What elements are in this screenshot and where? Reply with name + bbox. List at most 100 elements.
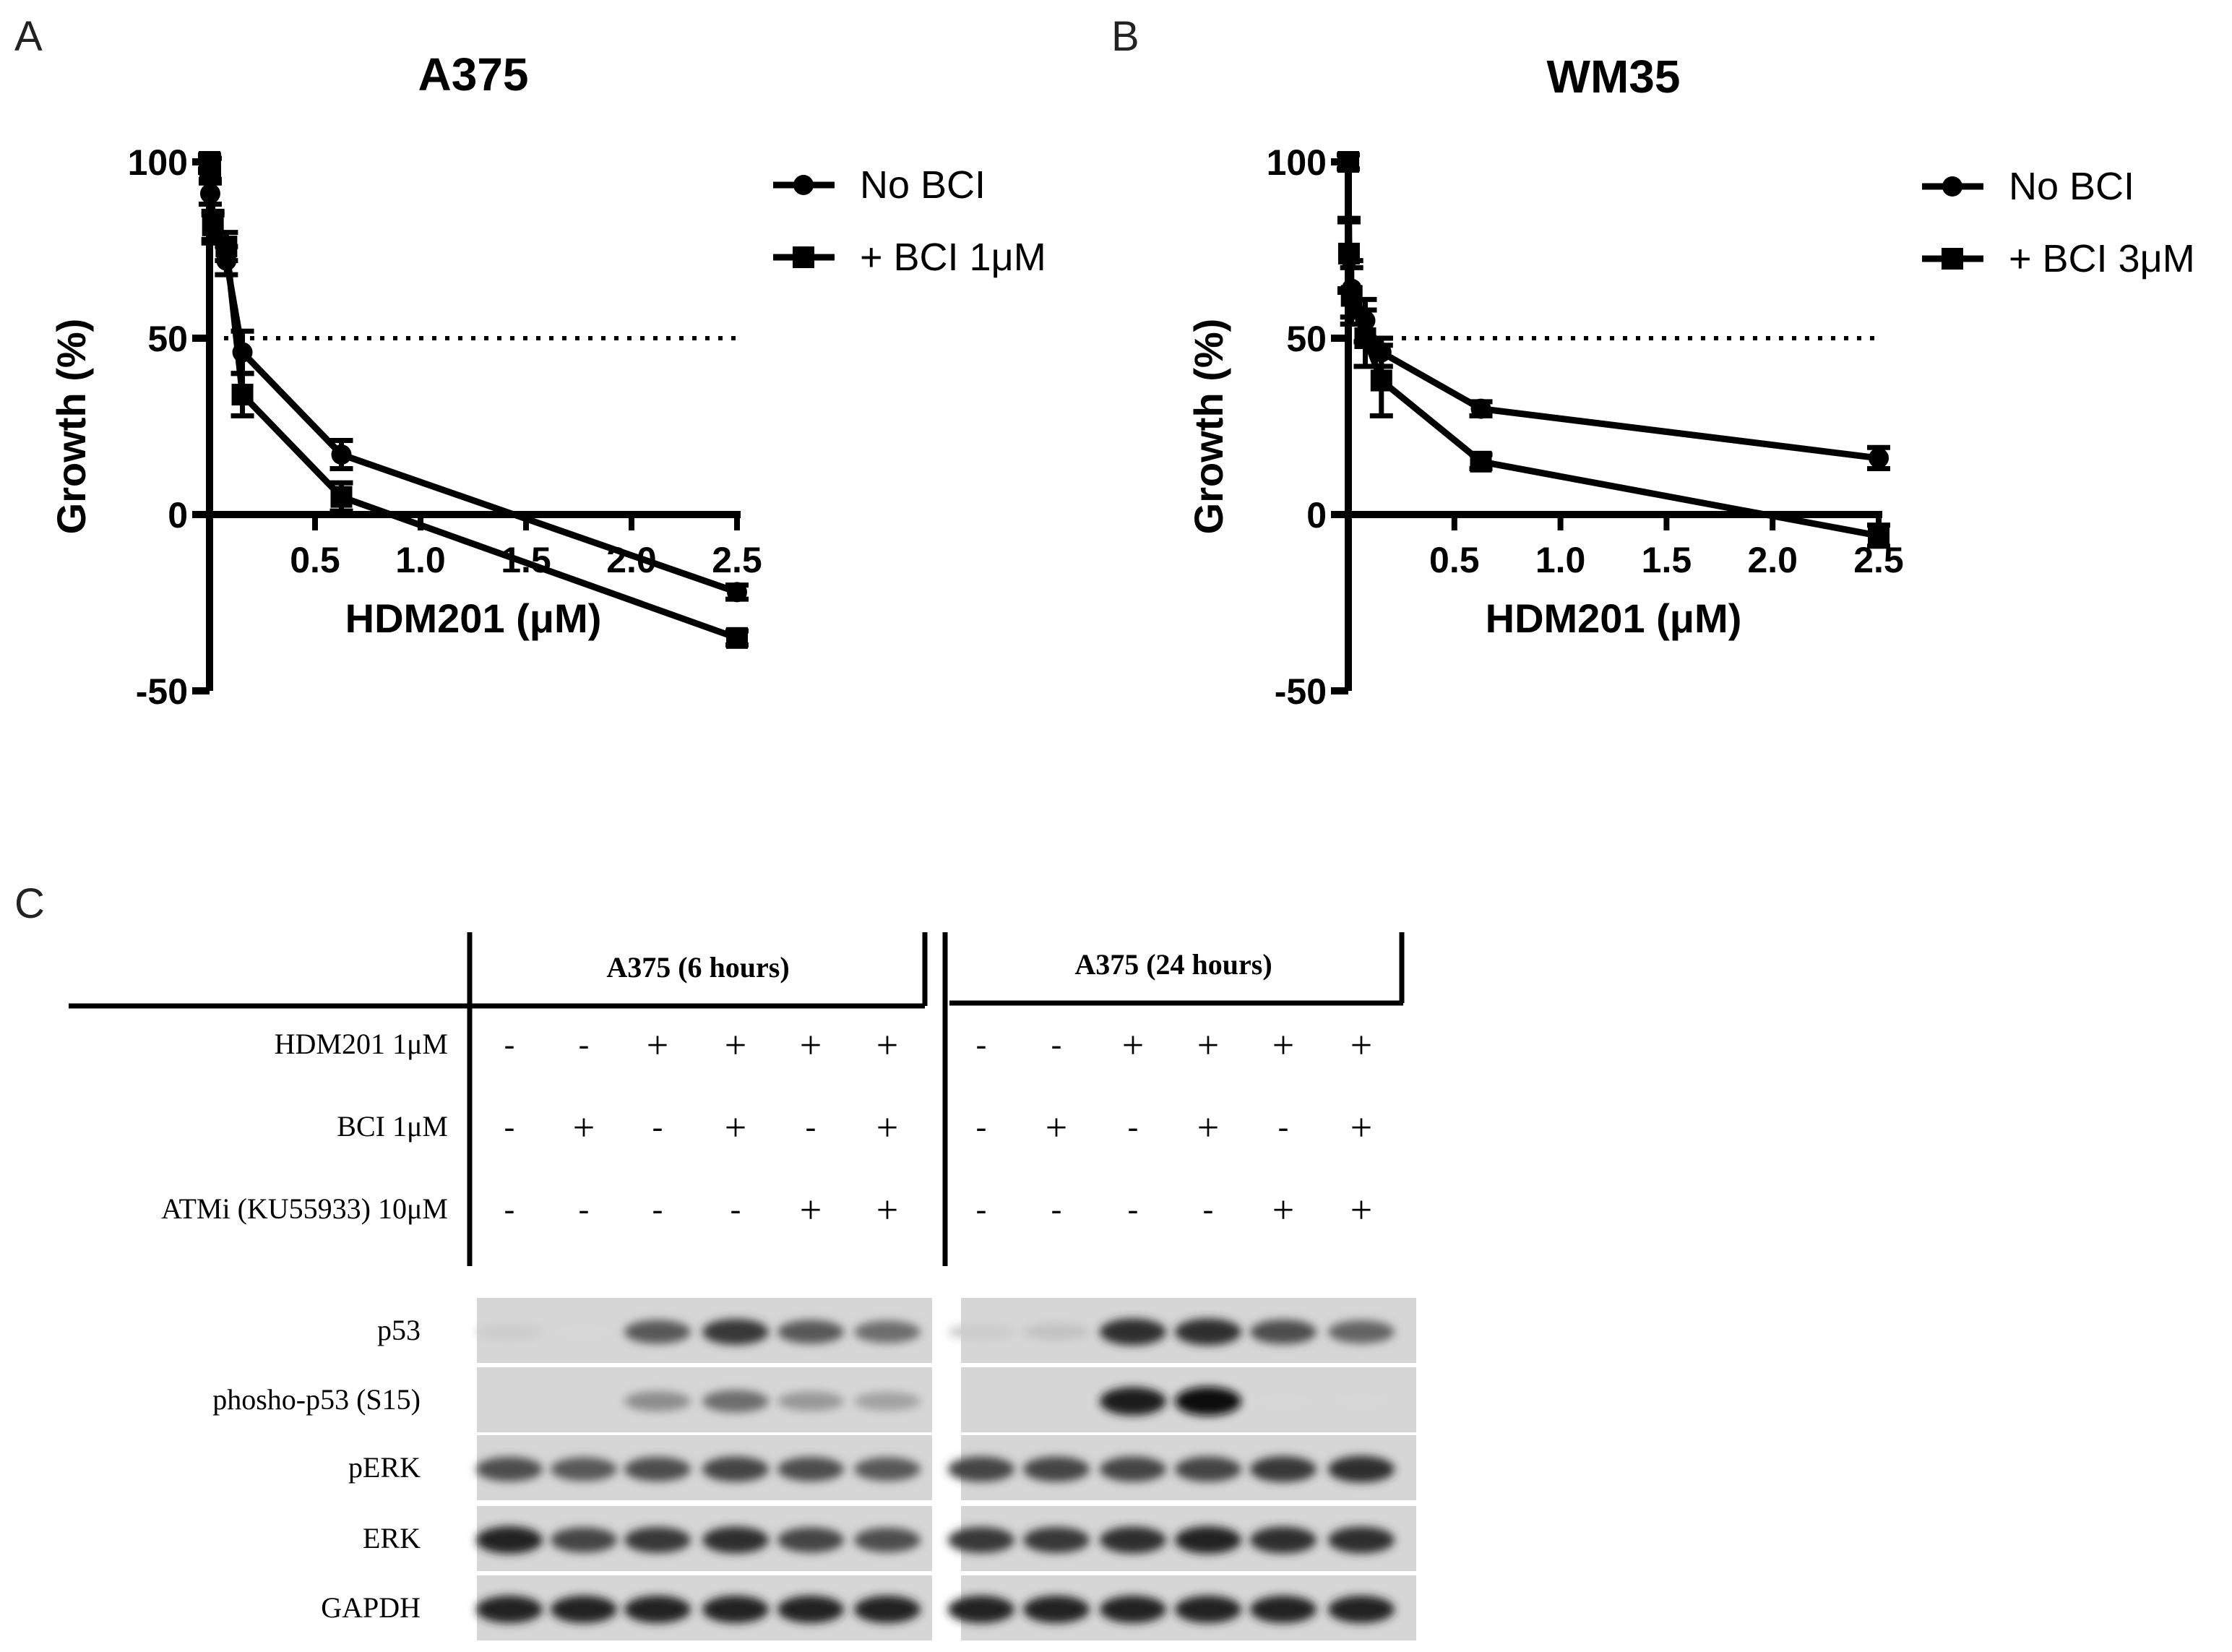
data-point bbox=[1869, 447, 1889, 468]
x-tick-label: 1.5 bbox=[1642, 540, 1692, 580]
blot-band bbox=[854, 1457, 921, 1481]
blot-band bbox=[1175, 1318, 1241, 1346]
blot-band bbox=[1023, 1323, 1090, 1341]
blot-band bbox=[702, 1319, 769, 1345]
y-tick-label: 0 bbox=[1306, 495, 1327, 535]
x-tick-label: 2.5 bbox=[712, 540, 762, 580]
series-line bbox=[1345, 161, 1879, 462]
blot-band bbox=[624, 1391, 691, 1411]
blot-band bbox=[1328, 1320, 1395, 1343]
condition-value: - bbox=[1278, 1109, 1289, 1145]
blot-band bbox=[624, 1527, 691, 1553]
blot-band bbox=[1100, 1456, 1166, 1482]
x-tick-label: 0.5 bbox=[1429, 540, 1480, 580]
blot-band bbox=[854, 1596, 921, 1623]
blot-band bbox=[777, 1320, 844, 1344]
condition-value: + bbox=[1046, 1106, 1067, 1149]
data-point bbox=[1337, 242, 1360, 264]
blot-band bbox=[702, 1526, 769, 1554]
blot-band bbox=[476, 1526, 543, 1554]
legend-marker bbox=[793, 246, 814, 268]
blot-band bbox=[624, 1320, 691, 1344]
condition-value: - bbox=[1203, 1192, 1214, 1227]
data-point bbox=[1470, 450, 1492, 473]
blot-row-label: p53 bbox=[377, 1314, 421, 1346]
data-point bbox=[1337, 151, 1359, 173]
data-point bbox=[1868, 525, 1890, 547]
blot-band bbox=[948, 1527, 1014, 1553]
data-point bbox=[1340, 285, 1363, 307]
y-tick-label: 100 bbox=[128, 142, 188, 183]
condition-value: - bbox=[806, 1109, 816, 1145]
blot-band bbox=[476, 1324, 543, 1340]
condition-value: + bbox=[1197, 1106, 1219, 1149]
blot-band bbox=[1250, 1596, 1317, 1623]
blot-band bbox=[948, 1596, 1014, 1623]
condition-value: + bbox=[1350, 1106, 1372, 1149]
y-axis-label: Growth (%) bbox=[48, 319, 94, 535]
blot-row-label: GAPDH bbox=[321, 1591, 421, 1624]
blot-band bbox=[624, 1596, 691, 1623]
data-point bbox=[199, 158, 221, 180]
blot-row-label: pERK bbox=[348, 1451, 421, 1484]
blot-band bbox=[1328, 1526, 1395, 1554]
blot-band bbox=[476, 1596, 543, 1623]
blot-band bbox=[551, 1527, 617, 1553]
blot-band bbox=[551, 1457, 617, 1481]
blot-band bbox=[702, 1456, 769, 1482]
condition-value: + bbox=[1272, 1023, 1294, 1067]
legend-marker bbox=[793, 175, 814, 195]
condition-value: - bbox=[1051, 1027, 1062, 1062]
condition-label: ATMi (KU55933) 10μM bbox=[161, 1192, 448, 1225]
blot-row-label: phosho-p53 (S15) bbox=[212, 1383, 421, 1416]
x-tick-label: 2.0 bbox=[1747, 540, 1798, 580]
condition-value: + bbox=[1350, 1188, 1372, 1231]
data-point bbox=[330, 486, 353, 508]
blot-band bbox=[1250, 1393, 1317, 1409]
blot-band bbox=[777, 1596, 844, 1623]
x-axis-label: HDM201 (μM) bbox=[1486, 595, 1742, 641]
data-point bbox=[1470, 398, 1491, 419]
condition-value: + bbox=[647, 1023, 668, 1067]
y-tick-label: 100 bbox=[1267, 142, 1327, 183]
data-point bbox=[215, 236, 238, 258]
condition-value: - bbox=[976, 1192, 987, 1227]
condition-value: + bbox=[725, 1106, 746, 1149]
western-blot-panel: A375 (6 hours) A375 (24 hours) HDM201 1μM -… bbox=[69, 932, 1416, 1640]
condition-value: - bbox=[579, 1027, 590, 1062]
blot-band bbox=[476, 1457, 543, 1481]
condition-value: - bbox=[1128, 1192, 1139, 1227]
panel-letter-b: B bbox=[1111, 13, 1139, 60]
condition-value: + bbox=[876, 1023, 898, 1067]
y-tick-label: -50 bbox=[136, 671, 188, 712]
condition-value: - bbox=[652, 1109, 663, 1145]
condition-label: HDM201 1μM bbox=[275, 1028, 448, 1060]
condition-value: - bbox=[976, 1027, 987, 1062]
blot-band bbox=[624, 1457, 691, 1481]
condition-value: + bbox=[876, 1188, 898, 1231]
blot-band bbox=[854, 1392, 921, 1411]
blot-band bbox=[777, 1457, 844, 1481]
y-tick-label: 50 bbox=[1286, 319, 1327, 359]
series-line bbox=[1345, 161, 1879, 539]
blot-band bbox=[1100, 1387, 1166, 1416]
condition-value: - bbox=[504, 1109, 515, 1145]
x-tick-label: 1.0 bbox=[395, 540, 446, 580]
legend-marker bbox=[1942, 176, 1962, 197]
blot-band bbox=[1328, 1596, 1395, 1623]
group-header: A375 (6 hours) bbox=[606, 951, 789, 984]
y-axis-label: Growth (%) bbox=[1186, 319, 1231, 535]
condition-value: - bbox=[579, 1192, 590, 1227]
condition-value: - bbox=[504, 1027, 515, 1062]
y-tick-label: -50 bbox=[1275, 671, 1327, 712]
condition-value: + bbox=[1350, 1023, 1372, 1067]
y-tick-label: 0 bbox=[168, 495, 188, 535]
blot-band bbox=[1328, 1455, 1395, 1483]
condition-value: - bbox=[1128, 1109, 1139, 1145]
panel-letter-a: A bbox=[14, 13, 43, 60]
condition-value: + bbox=[1272, 1188, 1294, 1231]
data-point bbox=[727, 582, 747, 603]
blot-band bbox=[702, 1390, 769, 1413]
